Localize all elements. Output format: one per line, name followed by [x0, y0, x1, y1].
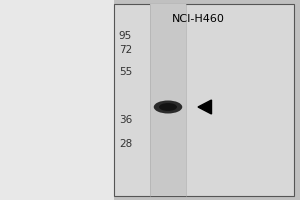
- Text: 72: 72: [119, 45, 132, 55]
- Text: 28: 28: [119, 139, 132, 149]
- Text: 36: 36: [119, 115, 132, 125]
- Ellipse shape: [159, 103, 177, 111]
- Text: 55: 55: [119, 67, 132, 77]
- Polygon shape: [198, 100, 211, 114]
- Ellipse shape: [154, 100, 182, 114]
- Text: 95: 95: [119, 31, 132, 41]
- Text: NCI-H460: NCI-H460: [172, 14, 224, 24]
- Bar: [0, 0, 114, 200]
- Bar: [150, 4, 186, 196]
- Bar: [114, 4, 294, 196]
